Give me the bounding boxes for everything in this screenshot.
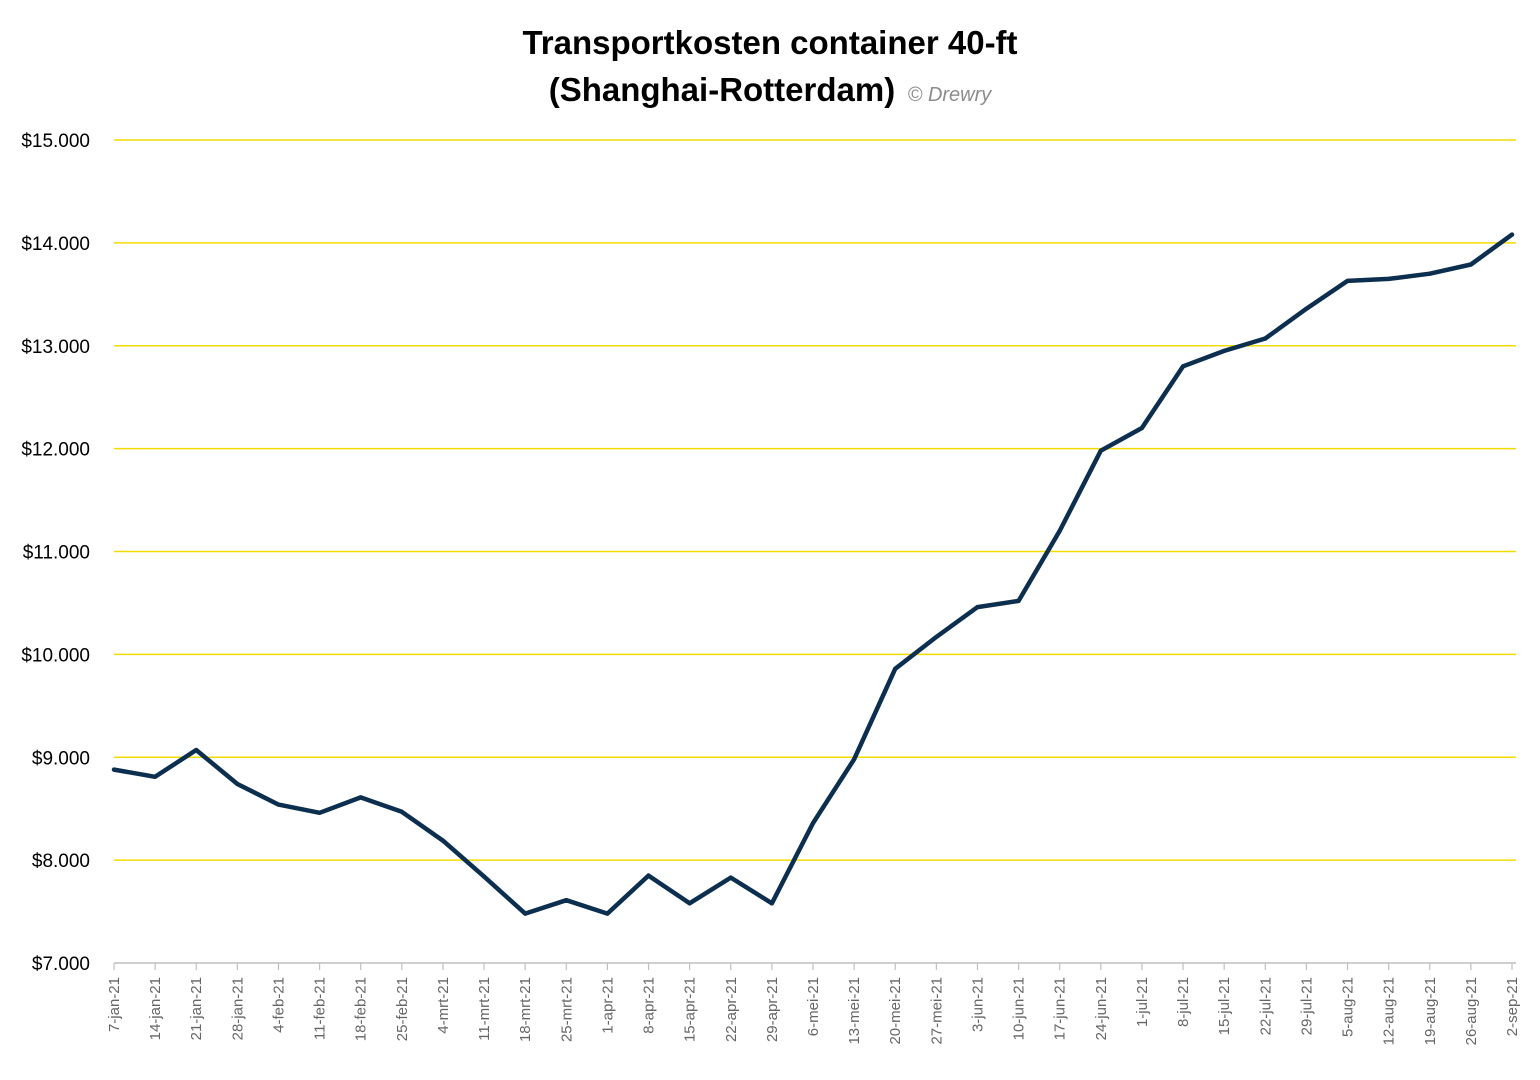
source-credit: © Drewry [908,84,993,106]
y-axis: $7.000 $8.000 $9.000 $10.000 $11.000 $12.000 $… [21,131,90,975]
data-point [194,748,199,753]
y-tick-label: $7.000 [32,954,90,975]
data-point [1304,306,1309,311]
y-tick-label: $15.000 [21,131,90,152]
y-tick-label: $11.000 [23,543,90,564]
x-tick-label: 4-mrt-21 [435,977,452,1034]
data-point [153,774,158,779]
x-tick-label: 10-jun-21 [1011,977,1028,1040]
x-tick-label: 4-feb-21 [270,977,287,1033]
data-point [235,781,240,786]
data-point [1098,448,1103,453]
x-tick-label: 28-jan-21 [229,977,246,1040]
data-point [893,666,898,671]
x-tick-label: 3-jun-21 [969,977,986,1032]
y-tick-label: $14.000 [21,234,90,255]
x-tick-label: 20-mei-21 [887,977,904,1045]
data-point [1181,364,1186,369]
x-tick-label: 5-aug-21 [1340,977,1357,1037]
data-point [1016,598,1021,603]
gridlines [114,139,1516,861]
data-point [728,875,733,880]
x-tick-label: 19-aug-21 [1422,977,1439,1045]
x-tick-label: 14-jan-21 [147,977,164,1040]
y-tick-label: $9.000 [32,748,90,769]
x-tick-label: 25-feb-21 [394,977,411,1041]
data-point [1427,271,1432,276]
data-point [482,874,487,879]
x-tick-label: 6-mei-21 [805,977,822,1036]
x-tick-label: 26-aug-21 [1463,977,1480,1045]
data-point [564,898,569,903]
data-point [1057,528,1062,533]
x-tick-label: 18-mrt-21 [517,977,534,1042]
chart-title-line-2-row: (Shanghai-Rotterdam) © Drewry [549,71,993,108]
chart-title: Transportkosten container 40-ft (Shangha… [522,24,1017,108]
x-tick-label: 8-apr-21 [641,977,658,1034]
data-point [1222,348,1227,353]
x-tick-label: 15-jul-21 [1216,977,1233,1035]
data-point [1468,262,1473,267]
x-tick-label: 1-apr-21 [599,977,616,1034]
data-point [523,911,528,916]
data-point [687,901,692,906]
x-tick-label: 22-jul-21 [1257,977,1274,1035]
data-point [811,821,815,826]
x-tick-label: 29-jul-21 [1298,977,1315,1035]
x-tick-label: 1-jul-21 [1134,977,1151,1027]
data-point [1345,278,1350,283]
y-tick-label: $13.000 [21,337,90,358]
data-point [1139,426,1144,431]
data-point [399,809,404,814]
data-point [934,634,939,639]
x-tick-label: 17-jun-21 [1052,977,1069,1040]
data-point [975,605,980,610]
series-line [111,232,1515,916]
data-point [646,873,651,878]
chart-title-line-2: (Shanghai-Rotterdam) [549,71,896,108]
x-tick-label: 11-mrt-21 [476,977,493,1041]
x-tick-label: 27-mei-21 [928,977,945,1045]
data-point [1386,276,1391,281]
series-layer [111,232,1515,916]
x-tick-label: 18-feb-21 [353,977,370,1041]
x-tick-label: 11-feb-21 [312,977,329,1040]
y-tick-label: $10.000 [21,645,90,666]
data-point [358,795,363,800]
x-axis: 7-jan-21 14-jan-21 21-jan-21 28-jan-21 4-feb… [106,962,1521,1045]
data-point [852,757,857,762]
x-tick-label: 21-jan-21 [188,977,205,1040]
data-point [276,802,281,807]
y-tick-label: $12.000 [21,440,90,461]
data-point [440,838,445,843]
x-tick-label: 15-apr-21 [682,977,699,1042]
data-point [1263,336,1268,341]
data-point [112,767,116,772]
y-tick-label: $8.000 [32,851,90,872]
x-tick-label: 8-jul-21 [1175,977,1192,1027]
x-tick-label: 12-aug-21 [1381,977,1398,1045]
data-point [317,810,322,815]
data-point [605,911,610,916]
x-tick-label: 22-apr-21 [723,977,740,1042]
data-point [1510,232,1514,237]
x-tick-label: 2-sep-21 [1504,977,1521,1036]
x-tick-label: 25-mrt-21 [558,977,575,1042]
x-tick-label: 24-jun-21 [1093,977,1110,1040]
x-tick-label: 29-apr-21 [764,977,781,1042]
x-tick-label: 7-jan-21 [106,977,123,1032]
data-point [769,901,774,906]
x-tick-label: 13-mei-21 [846,977,863,1045]
chart-title-line-1: Transportkosten container 40-ft [522,24,1017,61]
